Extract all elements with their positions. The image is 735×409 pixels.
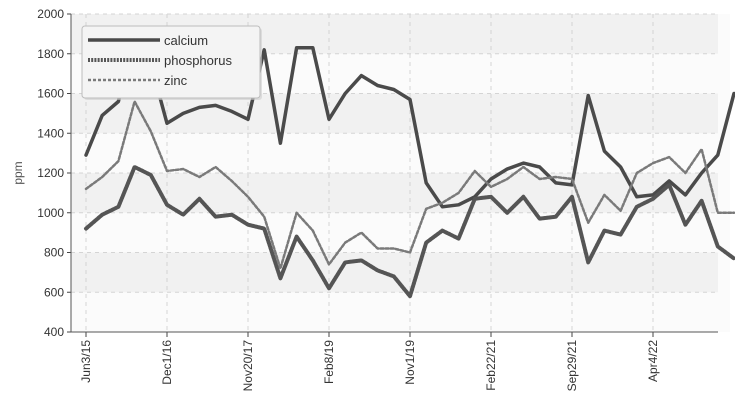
y-tick-label: 2000 xyxy=(37,7,64,21)
y-tick-label: 1400 xyxy=(37,126,64,140)
plot-band xyxy=(71,252,718,293)
x-tick-label: Feb22/21 xyxy=(484,340,498,391)
series-line-zinc xyxy=(84,100,735,270)
y-tick-label: 1000 xyxy=(37,206,64,220)
x-axis: Jun3/15 Dec1/16 Nov20/17 Feb8/19 Nov1/19 Feb2… xyxy=(71,331,718,392)
y-tick-label: 600 xyxy=(44,285,64,299)
series-line-calcium xyxy=(84,30,735,209)
y-tick-label: 1600 xyxy=(37,87,64,101)
x-tick-label: Apr4/22 xyxy=(646,340,660,382)
y-axis-title: ppm xyxy=(11,161,25,184)
x-tick-label: Nov20/17 xyxy=(241,340,255,392)
x-tick-label: Jun3/15 xyxy=(79,340,93,383)
x-tick-label: Feb8/19 xyxy=(322,340,336,384)
series-line-phosphorus xyxy=(84,165,735,299)
y-axis: 400 600 800 1000 1200 1400 1600 1800 2000 xyxy=(37,7,72,339)
plot-band xyxy=(71,93,718,134)
x-tick-label: Dec1/16 xyxy=(160,340,174,385)
series-layer xyxy=(84,30,735,299)
y-tick-label: 400 xyxy=(44,325,64,339)
legend-label-calcium: calcium xyxy=(164,33,208,48)
y-tick-label: 800 xyxy=(44,246,64,260)
x-tick-label: Sep29/21 xyxy=(565,340,579,392)
y-tick-label: 1800 xyxy=(37,47,64,61)
x-tick-label: Nov1/19 xyxy=(403,340,417,385)
legend-label-zinc: zinc xyxy=(164,73,188,88)
plot-band xyxy=(71,173,718,213)
y-tick-label: 1200 xyxy=(37,166,64,180)
legend-label-phosphorus: phosphorus xyxy=(164,53,232,68)
legend: calcium phosphorus zinc xyxy=(81,25,262,100)
legend-box xyxy=(81,25,261,99)
